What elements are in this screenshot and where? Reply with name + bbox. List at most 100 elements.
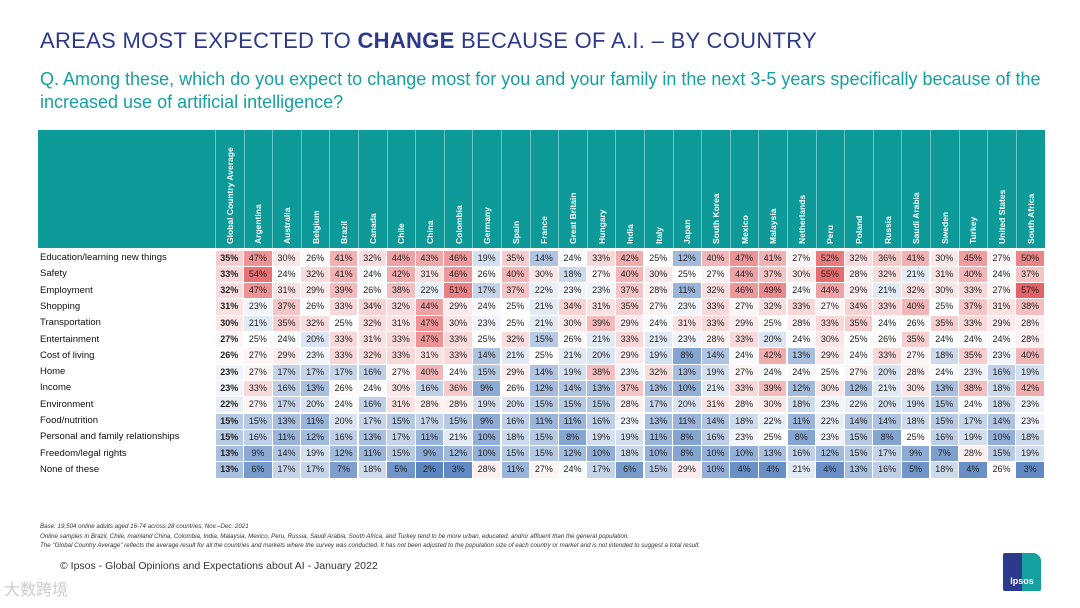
heatmap-cell: 23% <box>816 429 844 446</box>
heatmap-cell: 17% <box>272 397 301 413</box>
heatmap-cell: 32% <box>387 299 415 315</box>
heatmap-cell: 50% <box>1016 250 1044 266</box>
heatmap-cell: 33% <box>959 315 987 331</box>
heatmap-cell: 19% <box>472 397 501 413</box>
heatmap-cell: 26% <box>558 332 587 348</box>
heatmap-cell: 29% <box>673 462 701 478</box>
heatmap-cell: 8% <box>673 446 701 462</box>
heatmap-cell: 8% <box>673 348 701 364</box>
heatmap-cell: 28% <box>1016 315 1044 331</box>
heatmap-cell: 18% <box>930 348 959 364</box>
heatmap-cell: 20% <box>329 413 358 429</box>
heatmap-cell: 23% <box>1016 397 1044 413</box>
heatmap-cell: 15% <box>930 413 959 429</box>
heatmap-cell: 23% <box>959 364 987 380</box>
column-label: Germany <box>482 207 493 244</box>
row-label: Freedom/legal rights <box>40 447 127 459</box>
heatmap-cell: 40% <box>501 266 530 283</box>
heatmap-cell: 23% <box>673 332 701 348</box>
column-label: Mexico <box>739 215 750 244</box>
heatmap-cell: 13% <box>301 380 329 397</box>
heatmap-cell: 26% <box>873 332 901 348</box>
heatmap-cell: 33% <box>787 299 816 315</box>
heatmap-cell: 24% <box>758 364 787 380</box>
heatmap-cell: 40% <box>415 364 444 380</box>
heatmap-cell: 11% <box>644 429 673 446</box>
heatmap-cell: 9% <box>415 446 444 462</box>
heatmap-cell: 21% <box>444 429 472 446</box>
row-label: Shopping <box>40 300 81 312</box>
heatmap-cell: 19% <box>301 446 329 462</box>
heatmap-cell: 47% <box>415 315 444 331</box>
heatmap-cell: 31% <box>673 315 701 331</box>
heatmap-cell: 9% <box>244 446 272 462</box>
heatmap-cell: 28% <box>959 446 987 462</box>
heatmap-cell: 42% <box>758 348 787 364</box>
heatmap-cell: 43% <box>415 250 444 266</box>
heatmap-cell: 17% <box>301 462 329 478</box>
heatmap-cell: 17% <box>301 364 329 380</box>
heatmap-cell: 8% <box>558 429 587 446</box>
heatmap-cell: 57% <box>1016 283 1044 299</box>
heatmap-cell: 20% <box>301 332 329 348</box>
heatmap-cell: 10% <box>701 462 730 478</box>
heatmap-cell: 54% <box>244 266 272 283</box>
column-header: Global Country Average <box>215 130 244 248</box>
heatmap-cell: 44% <box>816 283 844 299</box>
heatmap-cell: 17% <box>387 429 415 446</box>
column-header: South Africa <box>1015 130 1045 248</box>
heatmap-cell: 10% <box>673 380 701 397</box>
heatmap-cell: 47% <box>415 332 444 348</box>
column-header: Turkey <box>958 130 988 248</box>
heatmap-cell: 12% <box>530 380 558 397</box>
heatmap-cell: 31% <box>987 299 1016 315</box>
heatmap-cell: 21% <box>644 332 673 348</box>
heatmap-cell: 28% <box>472 462 501 478</box>
heatmap-cell: 25% <box>329 315 358 331</box>
heatmap-cell: 16% <box>415 380 444 397</box>
heatmap-cell: 35% <box>844 315 873 331</box>
row-label: Safety <box>40 268 67 280</box>
heatmap-cell: 25% <box>472 332 501 348</box>
heatmap-cell: 30% <box>644 266 673 283</box>
row-label: Environment <box>40 398 94 410</box>
heatmap-cell: 15% <box>987 446 1016 462</box>
heatmap-cell: 27% <box>244 397 272 413</box>
heatmap-cell: 28% <box>844 266 873 283</box>
heatmap-cell: 32% <box>215 283 244 299</box>
heatmap-cell: 24% <box>987 332 1016 348</box>
heatmap-cell: 14% <box>558 380 587 397</box>
heatmap-cell: 28% <box>1016 332 1044 348</box>
heatmap-cell: 22% <box>530 283 558 299</box>
heatmap-cell: 16% <box>244 429 272 446</box>
heatmap-cell: 31% <box>930 266 959 283</box>
column-header: Australia <box>272 130 301 248</box>
heatmap-cell: 39% <box>329 283 358 299</box>
column-header: Spain <box>501 130 530 248</box>
heatmap-cell: 25% <box>758 429 787 446</box>
heatmap-cell: 7% <box>329 462 358 478</box>
heatmap-cell: 33% <box>816 315 844 331</box>
heatmap-cell: 25% <box>930 299 959 315</box>
heatmap-cell: 24% <box>959 332 987 348</box>
heatmap-cell: 31% <box>415 266 444 283</box>
heatmap-cell: 37% <box>615 380 644 397</box>
column-label: Spain <box>510 220 521 244</box>
heatmap-cell: 15% <box>930 397 959 413</box>
heatmap-cell: 15% <box>844 429 873 446</box>
heatmap-cell: 32% <box>501 332 530 348</box>
heatmap-cell: 16% <box>930 429 959 446</box>
heatmap-cell: 5% <box>901 462 930 478</box>
heatmap-cell: 21% <box>787 462 816 478</box>
heatmap-cell: 22% <box>758 413 787 429</box>
column-label: Russia <box>882 216 893 244</box>
heatmap-cell: 24% <box>329 397 358 413</box>
heatmap-cell: 18% <box>987 397 1016 413</box>
heatmap-cell: 15% <box>472 364 501 380</box>
column-label: Italy <box>653 226 664 244</box>
heatmap-cell: 33% <box>615 332 644 348</box>
column-header: Chile <box>386 130 416 248</box>
heatmap-cell: 32% <box>873 266 901 283</box>
heatmap-cell: 27% <box>530 462 558 478</box>
heatmap-cell: 37% <box>272 299 301 315</box>
